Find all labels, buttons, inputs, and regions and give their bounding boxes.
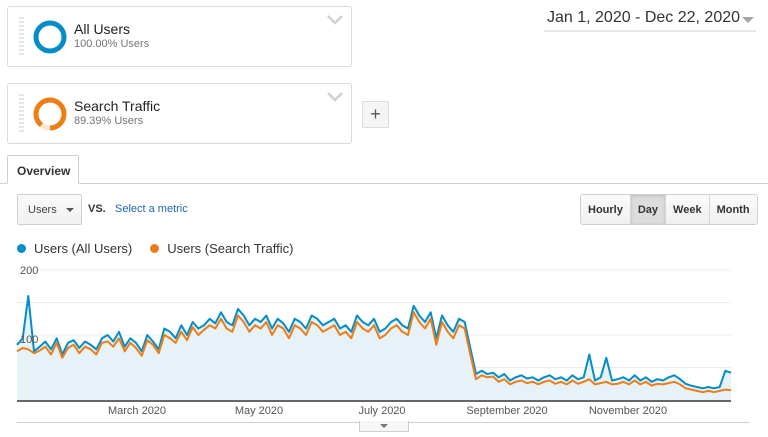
- segment-name: All Users: [74, 21, 131, 37]
- legend-label: Users (Search Traffic): [167, 241, 294, 256]
- legend-dot-icon: [17, 244, 26, 253]
- donut-icon: [33, 97, 67, 131]
- granularity-hourly-button[interactable]: Hourly: [581, 195, 631, 224]
- caret-down-icon: [66, 208, 74, 212]
- date-range-text: Jan 1, 2020 - Dec 22, 2020: [547, 9, 741, 26]
- chevron-down-icon[interactable]: [327, 15, 343, 25]
- metric-select-value: Users: [28, 204, 57, 216]
- drag-handle[interactable]: [19, 94, 24, 134]
- chart-legend: Users (All Users) Users (Search Traffic): [17, 241, 311, 256]
- segment-name: Search Traffic: [74, 98, 161, 114]
- date-range-picker[interactable]: Jan 1, 2020 - Dec 22, 2020: [544, 6, 756, 32]
- legend-item-search-traffic: Users (Search Traffic): [150, 241, 293, 256]
- x-tick-label: May 2020: [234, 405, 284, 417]
- chevron-down-icon[interactable]: [327, 92, 343, 102]
- granularity-week-button[interactable]: Week: [666, 195, 710, 224]
- caret-down-icon: [742, 17, 754, 23]
- y-tick-label: 200: [20, 265, 39, 277]
- metric-select[interactable]: Users: [17, 194, 82, 225]
- add-segment-button[interactable]: +: [362, 101, 389, 128]
- x-tick-label: July 2020: [358, 405, 406, 417]
- tab-overview[interactable]: Overview: [7, 155, 79, 184]
- chart-collapse-handle[interactable]: [359, 421, 409, 432]
- donut-icon: [33, 20, 67, 54]
- drag-handle[interactable]: [19, 17, 24, 57]
- line-chart[interactable]: 200 100 March 2020 May 2020 July 2020 Se…: [0, 260, 768, 432]
- select-metric-link[interactable]: Select a metric: [115, 203, 188, 215]
- chart-plot-area: [16, 269, 732, 402]
- granularity-toggle: Hourly Day Week Month: [580, 194, 758, 225]
- segment-card-all-users[interactable]: All Users 100.00% Users: [7, 6, 352, 67]
- x-tick-label: March 2020: [107, 405, 167, 417]
- y-tick-label: 100: [20, 334, 39, 346]
- vs-label: VS.: [88, 203, 106, 215]
- legend-dot-icon: [150, 244, 160, 253]
- x-tick-label: November 2020: [588, 405, 668, 417]
- granularity-day-button[interactable]: Day: [630, 195, 667, 224]
- segment-percentage: 100.00% Users: [74, 38, 150, 50]
- legend-label: Users (All Users): [34, 241, 133, 256]
- segment-percentage: 89.39% Users: [74, 115, 144, 127]
- segment-card-search-traffic[interactable]: Search Traffic 89.39% Users: [7, 83, 352, 144]
- tab-divider: [0, 183, 768, 184]
- x-tick-label: September 2020: [466, 405, 548, 417]
- caret-down-icon: [380, 424, 388, 428]
- granularity-month-button[interactable]: Month: [709, 195, 757, 224]
- legend-item-all-users: Users (All Users): [17, 241, 132, 256]
